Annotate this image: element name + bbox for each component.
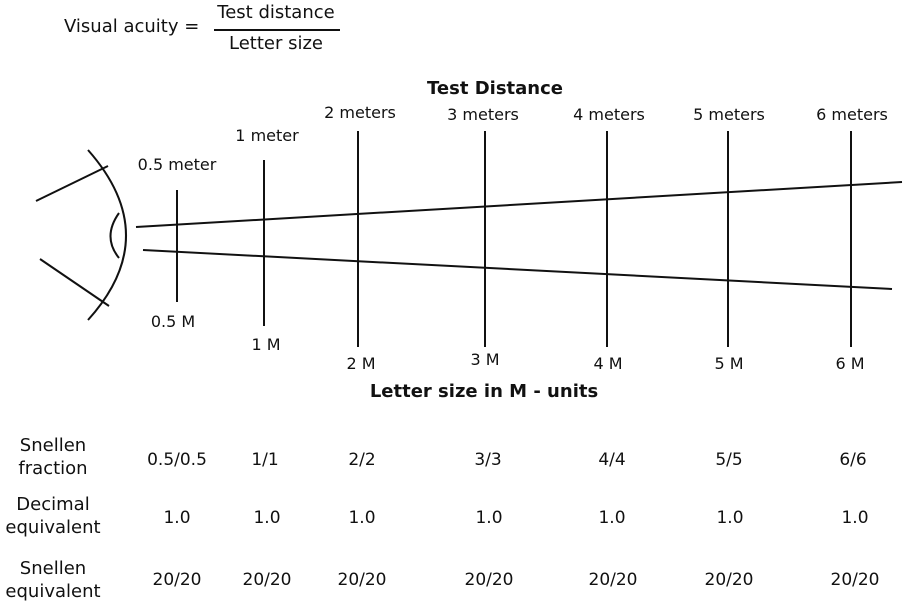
table-cell: 1.0 (716, 508, 744, 528)
eye-lower-lid (39, 258, 110, 307)
row-label-snellen-fraction: Snellen fraction (18, 435, 88, 480)
upper-sight-ray (135, 181, 903, 228)
table-cell: 20/20 (464, 570, 514, 590)
table-cell: 20/20 (337, 570, 387, 590)
eye-upper-lid (35, 165, 109, 202)
size-label: 3 M (470, 350, 500, 369)
table-cell: 1.0 (253, 508, 281, 528)
row-label-snellen-equivalent: Snellen equivalent (5, 558, 101, 603)
test-distance-heading: Test Distance (427, 78, 563, 99)
table-cell: 1.0 (841, 508, 869, 528)
table-cell: 1.0 (475, 508, 503, 528)
table-cell: 5/5 (715, 450, 743, 470)
size-label: 6 M (835, 354, 865, 373)
formula-denominator: Letter size (229, 33, 323, 54)
table-cell: 2/2 (348, 450, 376, 470)
table-cell: 20/20 (242, 570, 292, 590)
table-cell: 3/3 (474, 450, 502, 470)
distance-label: 0.5 meter (137, 155, 217, 174)
row-label-decimal-equivalent: Decimal equivalent (5, 494, 101, 539)
table-cell: 20/20 (704, 570, 754, 590)
size-label: 1 M (251, 335, 281, 354)
formula-numerator: Test distance (217, 2, 335, 23)
table-cell: 1/1 (251, 450, 279, 470)
letter-size-heading: Letter size in M - units (369, 381, 599, 402)
distance-label: 4 meters (573, 105, 645, 124)
table-cell: 20/20 (588, 570, 638, 590)
table-cell: 1.0 (163, 508, 191, 528)
distance-label: 6 meters (816, 105, 888, 124)
formula-label: Visual acuity = (64, 16, 200, 37)
lower-sight-ray (142, 249, 893, 290)
table-cell: 20/20 (152, 570, 202, 590)
distance-label: 2 meters (324, 103, 396, 122)
distance-label: 3 meters (447, 105, 519, 124)
eye-icon (35, 149, 127, 321)
table-cell: 20/20 (830, 570, 880, 590)
table-cell: 4/4 (598, 450, 626, 470)
size-label: 0.5 M (150, 312, 196, 331)
table-cell: 6/6 (839, 450, 867, 470)
eye-lens-arc (109, 212, 120, 259)
eye-cornea-arc (87, 149, 127, 321)
size-label: 2 M (346, 354, 376, 373)
table-cell: 1.0 (598, 508, 626, 528)
formula-fraction-bar (214, 29, 340, 31)
distance-label: 1 meter (235, 126, 299, 145)
distance-label: 5 meters (693, 105, 765, 124)
size-label: 4 M (593, 354, 623, 373)
table-cell: 1.0 (348, 508, 376, 528)
size-label: 5 M (714, 354, 744, 373)
table-cell: 0.5/0.5 (147, 450, 207, 470)
